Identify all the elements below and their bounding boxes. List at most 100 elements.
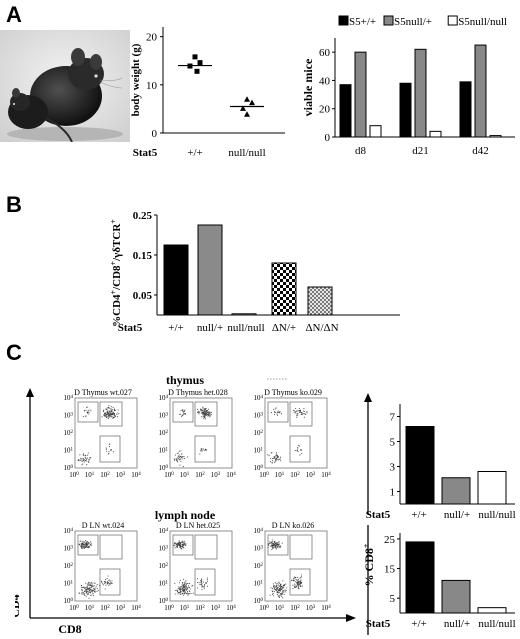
tcr-percentage-chart: 0.05 0.15 0.25 %CD4+/CD8+/γδTCR+Stat5 +/+ nul… xyxy=(109,210,400,334)
facs-x-tick-label: 103 xyxy=(211,471,221,479)
facs-y-tick-label: 101 xyxy=(64,580,74,588)
facs-x-tick-label: 102 xyxy=(100,604,110,612)
cd8-axis-label: CD8 xyxy=(58,622,81,636)
x-tick-label: ΔN/ΔN xyxy=(305,322,338,334)
legend-label: S5null/+ xyxy=(394,16,432,28)
y-axis-label: %CD4+/CD8+/γδTCR+ xyxy=(109,219,124,327)
section-label-lymph-node: lymph node xyxy=(155,508,216,522)
facs-gate xyxy=(289,401,313,427)
facs-y-tick-label: 104 xyxy=(64,394,74,402)
facs-gate xyxy=(77,401,99,423)
x-axis-label: Stat5 xyxy=(366,509,391,521)
y-tick-label: 60 xyxy=(319,47,331,59)
facs-x-tick-label: 100 xyxy=(164,471,174,479)
facs-y-tick-label: 101 xyxy=(254,580,264,588)
data-point xyxy=(244,96,250,102)
facs-plot-frame xyxy=(264,397,328,469)
facs-gate xyxy=(194,534,218,560)
panel-label-a: A xyxy=(6,2,22,27)
facs-x-tick-label: 103 xyxy=(306,604,316,612)
facs-gate xyxy=(77,534,99,556)
facs-x-tick-label: 102 xyxy=(100,471,110,479)
section-label-thymus: thymus xyxy=(166,373,204,387)
cd4-arrowhead-icon xyxy=(26,388,34,397)
facs-y-tick-label: 101 xyxy=(159,580,169,588)
data-point xyxy=(244,111,250,117)
facs-y-tick-label: 102 xyxy=(159,562,169,570)
facs-gate xyxy=(194,435,216,463)
facs-y-tick-label: 102 xyxy=(254,429,264,437)
y-tick-label: 5 xyxy=(390,593,396,605)
cd8-percentage-chart: 5 15 25 Stat5 +/+ null/+ null/null % CD8+ xyxy=(362,525,516,635)
facs-x-tick-label: 103 xyxy=(116,604,126,612)
facs-x-tick-label: 103 xyxy=(211,604,221,612)
facs-y-tick-label: 104 xyxy=(64,527,74,535)
facs-x-tick-label: 104 xyxy=(226,604,236,612)
bar xyxy=(441,477,471,505)
facs-gate xyxy=(267,401,289,423)
facs-gate xyxy=(172,534,194,556)
facs-y-tick-label: 104 xyxy=(159,527,169,535)
y-tick-label: 15 xyxy=(384,564,396,576)
x-tick-label: +/+ xyxy=(411,509,426,521)
x-tick-label: ΔN/+ xyxy=(272,322,296,334)
y-tick-label: 0 xyxy=(325,132,331,144)
facs-y-tick-label: 103 xyxy=(254,412,264,420)
x-tick-label: d42 xyxy=(472,145,489,157)
facs-x-tick-label: 101 xyxy=(180,604,190,612)
data-point xyxy=(249,99,255,106)
data-point xyxy=(194,68,200,74)
facs-x-tick-label: 100 xyxy=(69,604,79,612)
body-weight-chart: 0 10 20 body weight (g) Stat5 +/+ null/null xyxy=(130,27,285,159)
facs-gate xyxy=(99,534,123,560)
x-tick-label: null/+ xyxy=(197,322,223,334)
x-tick-label: +/+ xyxy=(168,322,183,334)
facs-gate xyxy=(172,401,194,423)
facs-gate xyxy=(99,568,121,596)
bar xyxy=(474,44,487,138)
x-tick-label: null/null xyxy=(478,509,515,521)
bar xyxy=(307,286,333,316)
x-tick-label: +/+ xyxy=(187,147,202,159)
facs-y-tick-label: 100 xyxy=(64,464,74,472)
facs-y-tick-label: 103 xyxy=(254,545,264,553)
facs-x-tick-label: 102 xyxy=(195,471,205,479)
x-tick-label: null/null xyxy=(478,618,515,630)
facs-y-tick-label: 101 xyxy=(159,447,169,455)
facs-x-tick-label: 101 xyxy=(275,471,285,479)
bar xyxy=(489,135,502,138)
bar xyxy=(414,48,427,138)
y-tick-label: 5 xyxy=(390,437,396,449)
y-axis-label: viable mice xyxy=(301,58,315,116)
facs-plot-title: D LN ko.026 xyxy=(272,521,314,530)
x-tick-label: d21 xyxy=(412,145,429,157)
bar xyxy=(271,262,297,316)
facs-y-tick-label: 103 xyxy=(64,412,74,420)
legend-label: S5+/+ xyxy=(349,16,376,28)
facs-x-tick-label: 101 xyxy=(85,604,95,612)
facs-x-tick-label: 104 xyxy=(131,471,141,479)
facs-y-tick-label: 100 xyxy=(254,597,264,605)
x-axis-label: Stat5 xyxy=(118,322,143,334)
bar xyxy=(399,82,412,138)
facs-x-tick-label: 103 xyxy=(306,471,316,479)
data-point xyxy=(197,60,203,66)
legend-swatch xyxy=(447,15,458,26)
mice-photo xyxy=(0,30,130,142)
facs-plot-title: D Thymus wt.027 xyxy=(74,388,132,397)
legend-label: S5null/null xyxy=(458,16,507,28)
facs-y-tick-label: 100 xyxy=(64,597,74,605)
facs-y-tick-label: 102 xyxy=(64,429,74,437)
bar xyxy=(477,607,507,614)
facs-x-tick-label: 102 xyxy=(290,471,300,479)
facs-plot-title: D LN het.025 xyxy=(176,521,220,530)
legend-swatch xyxy=(383,15,394,26)
up-arrowhead-icon xyxy=(364,393,372,402)
facs-gate xyxy=(289,534,313,560)
y-tick-label: 25 xyxy=(384,534,396,546)
facs-x-tick-label: 100 xyxy=(69,471,79,479)
